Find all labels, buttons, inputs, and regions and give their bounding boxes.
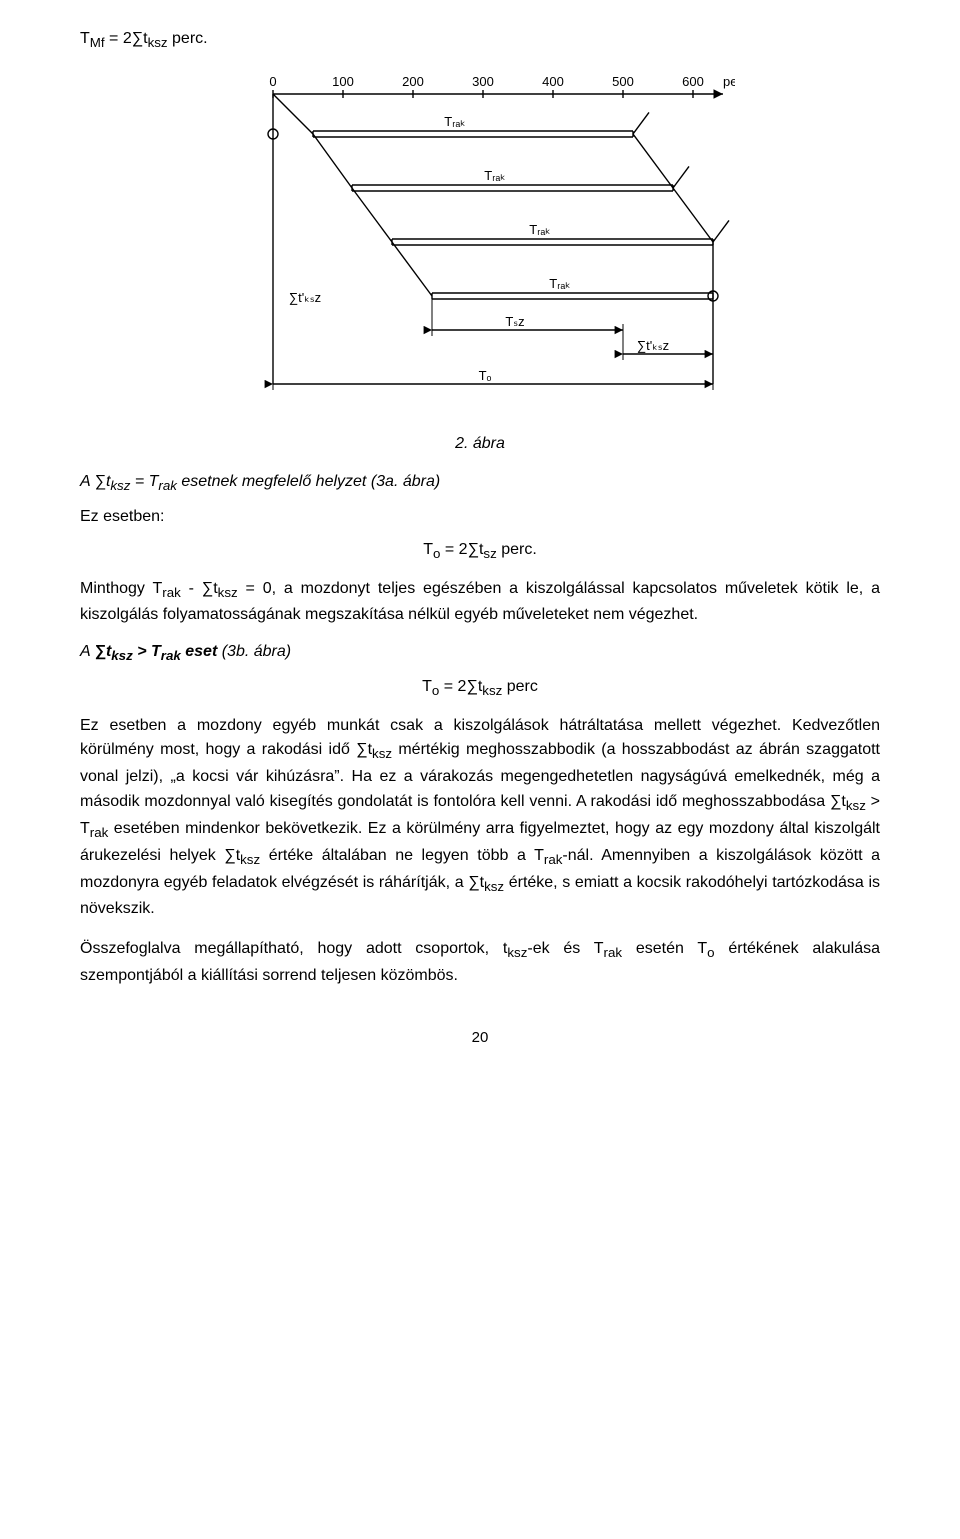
svg-text:Tₒ: Tₒ — [479, 368, 492, 383]
section-2-heading: A ∑tksz > Trak eset (3b. ábra) — [80, 643, 880, 663]
svg-text:100: 100 — [332, 74, 354, 89]
diagram-container: 0 100 200 300 400 500 600 perc Tᵣₐₖ Tᵣₐₖ Tᵣₐₖ Tᵣₐₖ ∑… — [225, 70, 735, 425]
svg-text:Tᵣₐₖ: Tᵣₐₖ — [529, 222, 550, 237]
svg-text:Tₛz: Tₛz — [505, 314, 524, 329]
paragraph-1: Minthogy Trak - ∑tksz = 0, a mozdonyt te… — [80, 577, 880, 629]
page-number: 20 — [80, 1029, 880, 1046]
page: TMf = 2∑tksz perc. 0 100 200 300 400 500 600 pe… — [0, 0, 960, 1086]
figure-caption: 2. ábra — [80, 435, 880, 453]
section-1-heading: A ∑tksz = Trak esetnek megfelelő helyzet… — [80, 473, 880, 493]
svg-text:600: 600 — [682, 74, 704, 89]
formula-1: To = 2∑tsz perc. — [80, 541, 880, 561]
timeline-diagram: 0 100 200 300 400 500 600 perc Tᵣₐₖ Tᵣₐₖ Tᵣₐₖ Tᵣₐₖ ∑… — [225, 70, 735, 420]
formula-2: To = 2∑tksz perc — [80, 678, 880, 698]
svg-text:500: 500 — [612, 74, 634, 89]
svg-text:Tᵣₐₖ: Tᵣₐₖ — [444, 114, 465, 129]
svg-text:0: 0 — [269, 74, 276, 89]
svg-text:300: 300 — [472, 74, 494, 89]
formula-top: TMf = 2∑tksz perc. — [80, 30, 880, 50]
svg-text:400: 400 — [542, 74, 564, 89]
paragraph-2: Ez esetben a mozdony egyéb munkát csak a… — [80, 714, 880, 923]
section-1-intro: Ez esetben: — [80, 508, 880, 526]
svg-text:perc: perc — [723, 74, 735, 89]
svg-text:∑t'ₖₛz: ∑t'ₖₛz — [637, 338, 669, 353]
svg-text:200: 200 — [402, 74, 424, 89]
svg-text:∑t'ₖₛz: ∑t'ₖₛz — [289, 290, 321, 305]
paragraph-3: Összefoglalva megállapítható, hogy adott… — [80, 937, 880, 989]
svg-text:Tᵣₐₖ: Tᵣₐₖ — [484, 168, 505, 183]
svg-text:Tᵣₐₖ: Tᵣₐₖ — [549, 276, 570, 291]
